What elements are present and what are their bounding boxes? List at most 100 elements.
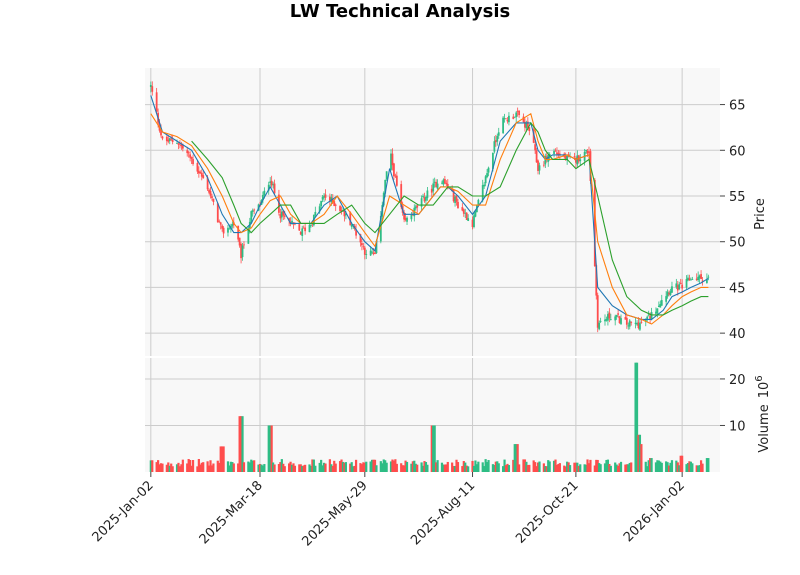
volume-bar — [344, 462, 347, 472]
candle-body — [630, 321, 633, 323]
volume-bar — [506, 463, 509, 472]
volume-bar — [202, 462, 205, 472]
volume-bar — [416, 464, 419, 472]
candle-body — [179, 143, 181, 145]
volume-bar — [485, 462, 489, 472]
volume-bar — [446, 461, 449, 472]
volume-bar — [618, 463, 621, 472]
volume-bar — [178, 466, 182, 472]
volume-bar — [222, 446, 225, 472]
volume-bar — [555, 464, 559, 472]
volume-bar — [242, 462, 246, 472]
volume-bar — [558, 463, 561, 472]
volume-bar — [638, 434, 642, 472]
volume-bar — [395, 463, 398, 472]
volume-bar — [526, 465, 529, 472]
volume-bar — [487, 460, 490, 472]
volume-bar — [311, 459, 314, 472]
candle-body — [669, 291, 672, 295]
candle-body — [596, 295, 599, 328]
price-axis-label: Price — [753, 198, 768, 230]
volume-bar — [649, 458, 652, 472]
candle-body — [522, 116, 525, 122]
volume-bar — [414, 463, 417, 472]
candle-body — [190, 156, 193, 159]
candle-body — [627, 325, 630, 327]
volume-bar — [603, 463, 607, 472]
volume-bar — [606, 459, 610, 472]
volume-bar — [669, 462, 672, 472]
candle-body — [496, 136, 499, 142]
volume-bar — [462, 461, 465, 472]
volume-bar — [659, 461, 662, 472]
candle-body — [687, 277, 689, 281]
volume-bar — [675, 460, 678, 472]
volume-bar — [309, 465, 313, 472]
candle-body — [607, 314, 609, 321]
candle-body — [656, 308, 659, 314]
volume-bar — [197, 458, 200, 472]
volume-bar — [149, 460, 152, 472]
candle-body — [363, 247, 366, 255]
volume-bar — [471, 460, 474, 472]
volume-bar — [267, 425, 270, 472]
volume-bar — [685, 464, 688, 472]
volume-bar — [161, 463, 164, 472]
volume-bar — [494, 461, 497, 472]
volume-tick-label: 10 — [729, 419, 746, 434]
volume-bar — [707, 458, 710, 472]
volume-bar — [298, 464, 301, 472]
volume-bar — [420, 462, 423, 472]
volume-bar — [518, 464, 521, 472]
candle-body — [671, 286, 673, 293]
volume-bar — [584, 464, 588, 472]
candle-body — [273, 183, 276, 194]
volume-label-exponent: 6 — [754, 375, 765, 381]
candle-body — [365, 254, 368, 255]
candle-body — [304, 227, 307, 232]
candle-body — [609, 319, 612, 320]
candle-body — [586, 150, 589, 154]
volume-bar — [563, 465, 566, 472]
candle-body — [435, 181, 438, 188]
volume-bar — [372, 459, 375, 472]
volume-bar — [695, 465, 698, 472]
volume-bar — [258, 463, 262, 472]
volume-bar — [455, 459, 458, 472]
volume-bar — [686, 462, 690, 472]
candle-body — [513, 116, 516, 118]
volume-bar — [157, 460, 160, 472]
volume-bar — [237, 463, 240, 472]
volume-bar — [207, 465, 211, 472]
candle-body — [331, 198, 334, 203]
candle-body — [349, 212, 352, 226]
x-axis-ticks: 2025-Jan-02 2025-Mar-18 2025-May-29 2025-Au… — [90, 472, 688, 549]
candle-body — [542, 164, 545, 166]
candle-body — [512, 116, 515, 119]
candle-body — [375, 240, 378, 254]
candle-body — [634, 322, 637, 325]
volume-bar — [171, 466, 174, 472]
candle-body — [625, 318, 628, 325]
volume-bar — [288, 463, 291, 472]
candle-body — [494, 140, 497, 143]
volume-bar — [660, 462, 663, 472]
volume-bar — [340, 459, 343, 472]
candle-body — [547, 154, 550, 162]
volume-bar — [516, 444, 519, 472]
candle-body — [535, 150, 538, 163]
volume-bar — [595, 459, 598, 472]
price-ticks: 40 45 50 55 60 65 — [720, 99, 746, 342]
volume-bar — [167, 462, 170, 472]
volume-bar — [180, 464, 183, 472]
candle-body — [262, 194, 264, 201]
volume-bar — [596, 459, 599, 472]
candle-body — [253, 209, 256, 211]
candle-body — [243, 244, 245, 246]
candle-body — [604, 319, 606, 322]
candle-body — [161, 136, 164, 139]
volume-bar — [352, 466, 355, 472]
candle-body — [516, 110, 519, 112]
volume-bar — [405, 461, 409, 472]
